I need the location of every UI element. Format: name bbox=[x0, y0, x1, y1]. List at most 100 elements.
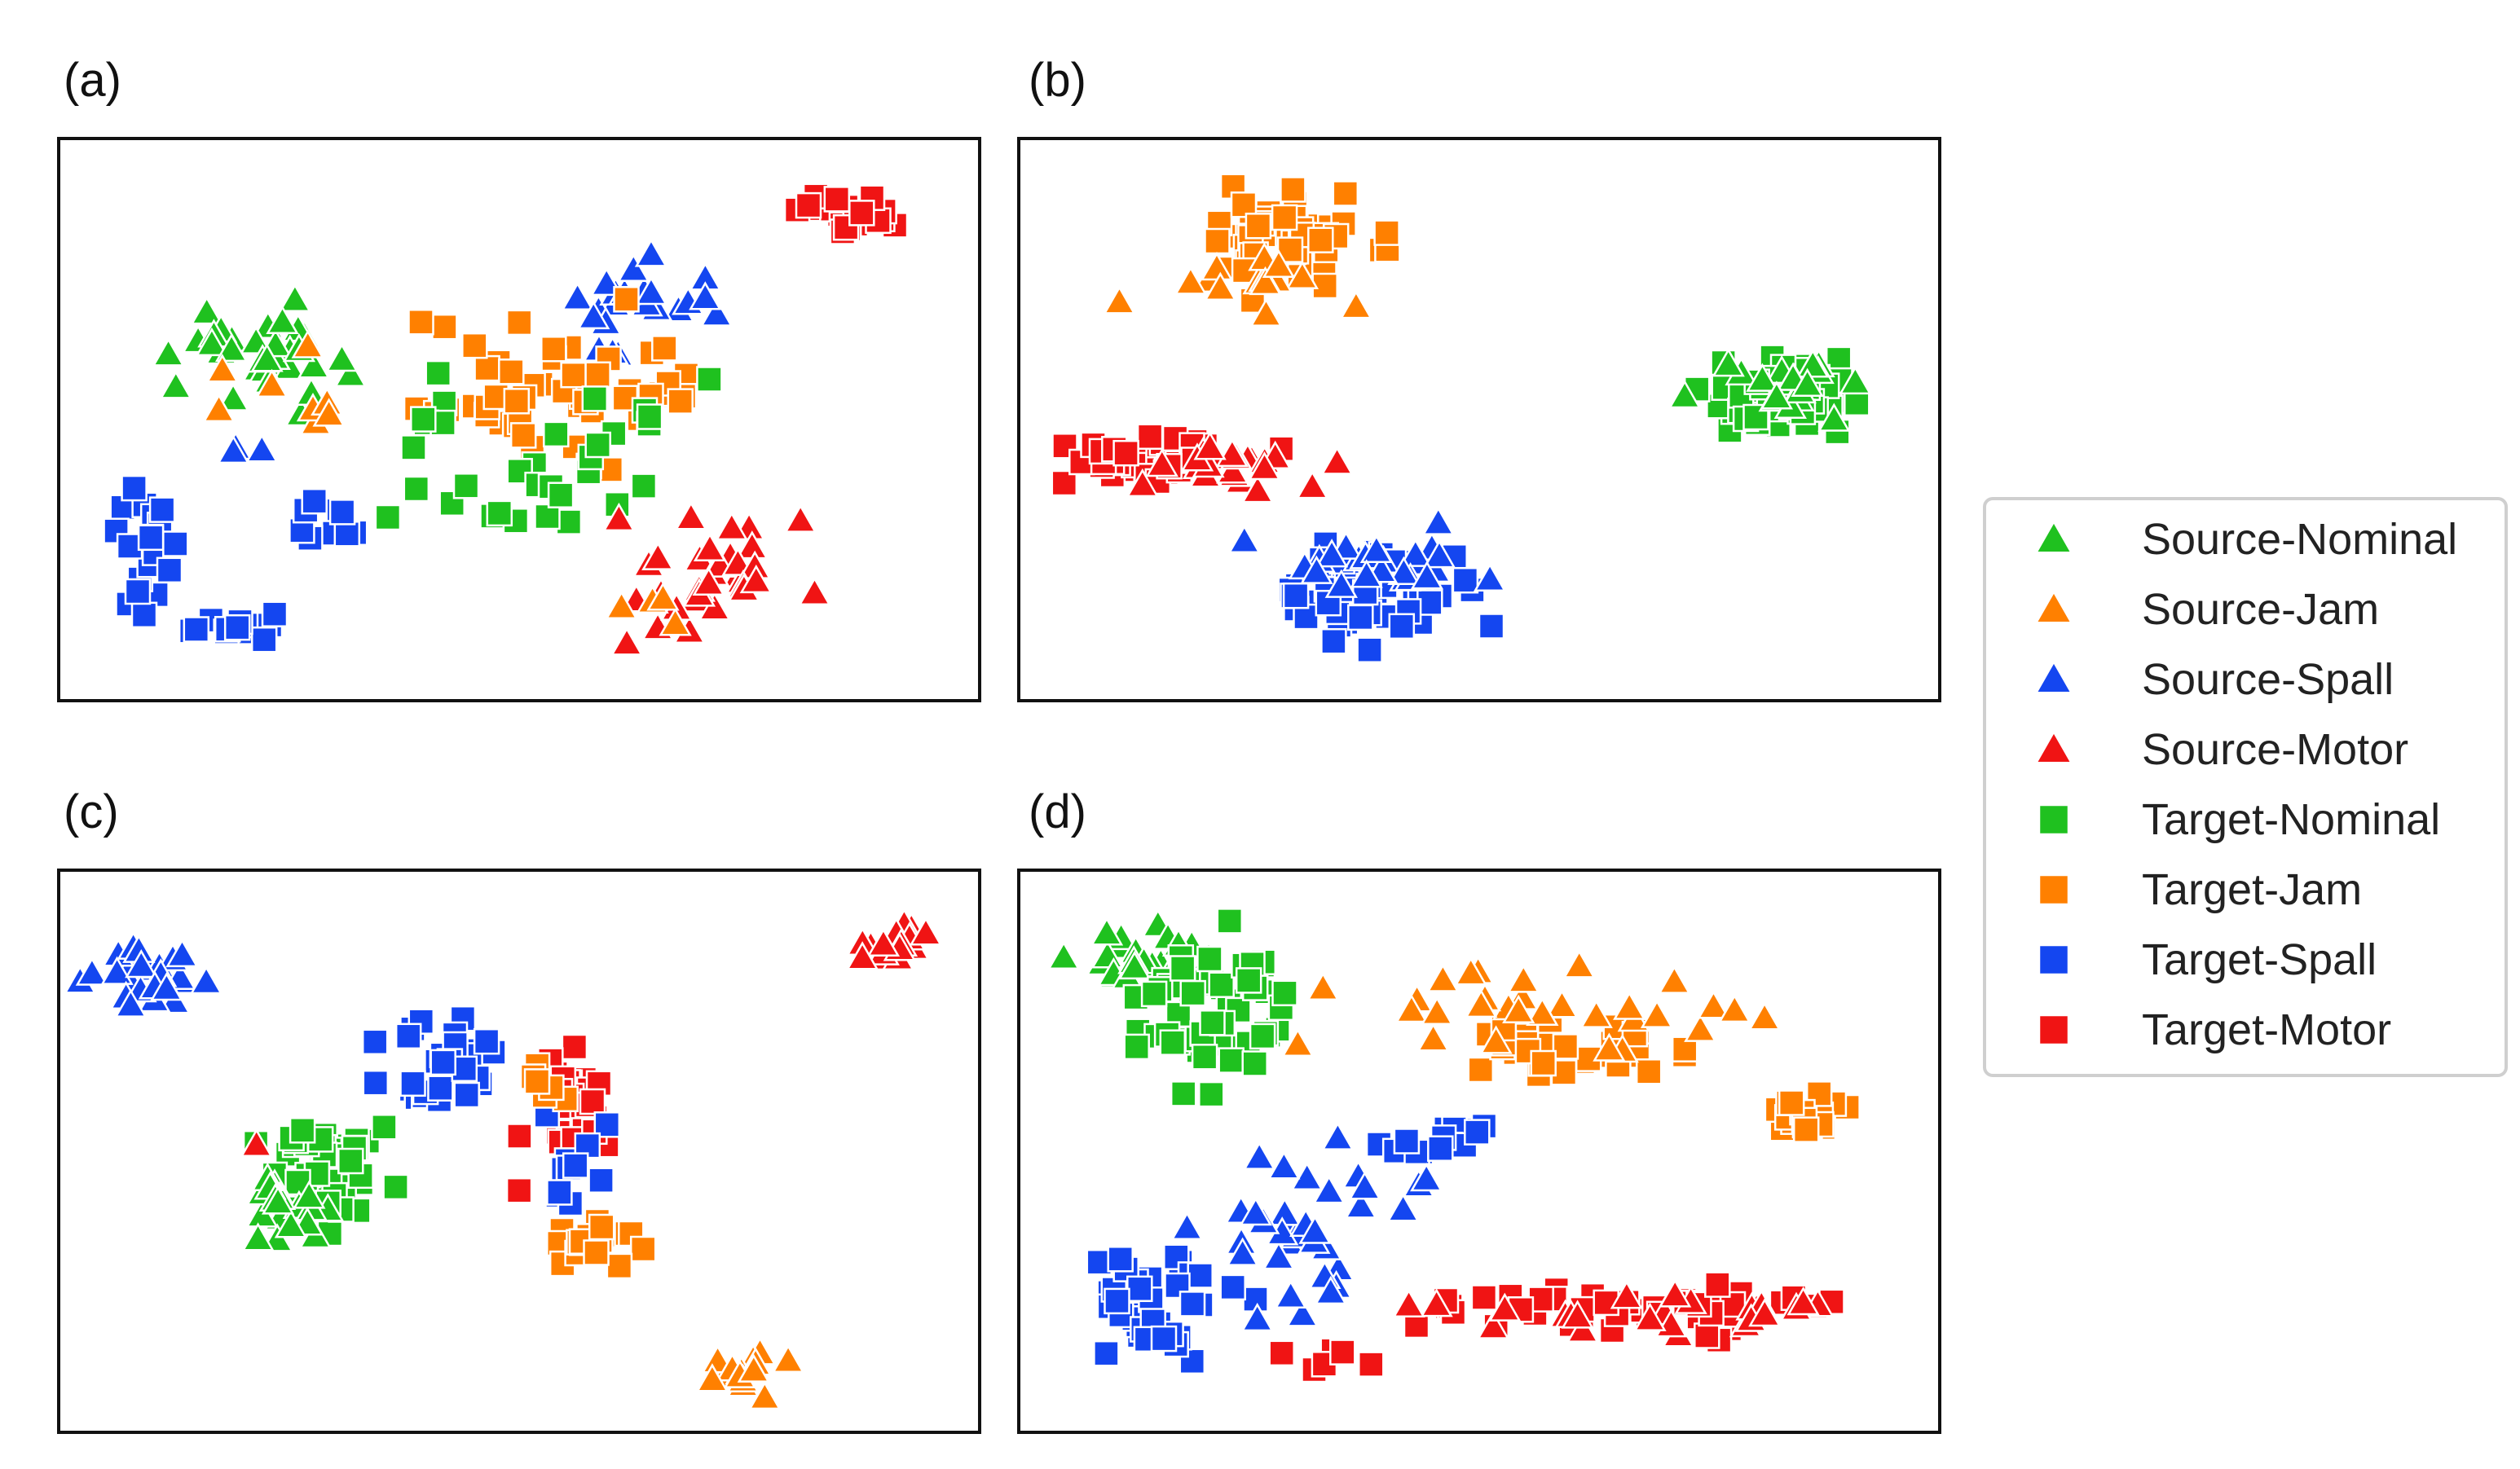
point-target-spall bbox=[1093, 1339, 1120, 1367]
point-source-spall bbox=[1422, 539, 1456, 569]
point-target-jam bbox=[1332, 180, 1359, 207]
point-source-spall bbox=[577, 300, 610, 330]
point-source-nominal bbox=[333, 358, 368, 387]
point-source-spall bbox=[1410, 1162, 1443, 1192]
point-target-jam bbox=[584, 361, 611, 389]
point-source-nominal bbox=[293, 1180, 326, 1209]
point-target-spall bbox=[1187, 1262, 1214, 1289]
point-source-jam bbox=[1479, 1025, 1513, 1054]
point-source-jam bbox=[1613, 991, 1646, 1020]
point-target-jam bbox=[1280, 176, 1306, 203]
point-source-jam bbox=[1416, 1023, 1450, 1052]
point-source-motor bbox=[1566, 1313, 1600, 1343]
point-target-jam bbox=[629, 1235, 657, 1263]
point-source-jam bbox=[1249, 266, 1282, 296]
legend-marker-target-jam bbox=[2038, 873, 2070, 906]
legend-swatch-target-spall bbox=[2038, 943, 2070, 976]
point-source-spall bbox=[245, 433, 279, 463]
point-source-nominal bbox=[216, 382, 250, 411]
point-target-nominal bbox=[1170, 1080, 1197, 1107]
point-target-jam bbox=[1245, 213, 1272, 240]
point-source-motor bbox=[1296, 470, 1329, 499]
point-source-motor bbox=[739, 564, 773, 594]
legend-swatch-source-nominal bbox=[2034, 519, 2073, 554]
point-target-jam bbox=[1307, 227, 1334, 253]
point-source-spall bbox=[634, 238, 668, 267]
point-target-spall bbox=[333, 521, 361, 548]
legend-swatch-source-jam bbox=[2034, 589, 2073, 624]
point-source-motor bbox=[1786, 1286, 1820, 1316]
point-source-jam bbox=[1103, 285, 1136, 314]
point-target-jam bbox=[431, 313, 458, 341]
point-source-motor bbox=[845, 941, 879, 970]
point-source-spall bbox=[1324, 569, 1358, 598]
legend-label-source-nominal: Source-Nominal bbox=[2142, 515, 2457, 564]
point-target-nominal bbox=[543, 420, 570, 448]
point-target-jam bbox=[1271, 204, 1298, 231]
point-target-jam bbox=[505, 309, 533, 336]
point-source-motor bbox=[610, 627, 644, 656]
point-target-spall bbox=[250, 626, 278, 653]
point-source-spall bbox=[634, 275, 668, 306]
panel-a-marks bbox=[103, 183, 909, 656]
point-source-jam bbox=[255, 368, 289, 398]
point-target-spall bbox=[183, 616, 210, 643]
point-source-nominal bbox=[1712, 348, 1745, 377]
point-source-motor bbox=[1392, 1288, 1425, 1318]
point-target-jam bbox=[1635, 1058, 1663, 1085]
point-target-spall bbox=[1282, 582, 1310, 609]
point-target-nominal bbox=[636, 403, 663, 430]
point-source-spall bbox=[1348, 1171, 1381, 1200]
point-target-motor bbox=[795, 191, 822, 219]
point-target-spall bbox=[473, 1027, 500, 1055]
point-target-jam bbox=[606, 1252, 633, 1280]
point-source-motor bbox=[692, 566, 725, 596]
point-source-jam bbox=[1593, 1032, 1626, 1062]
point-target-jam bbox=[651, 335, 678, 362]
point-source-spall bbox=[1359, 534, 1394, 564]
point-source-spall bbox=[1290, 1161, 1324, 1190]
point-source-spall bbox=[1386, 1193, 1420, 1222]
legend-item-source-nominal: Source-Nominal bbox=[2034, 515, 2457, 564]
point-source-spall bbox=[1399, 538, 1432, 567]
legend-label-target-nominal: Target-Nominal bbox=[2142, 795, 2440, 844]
point-target-motor bbox=[1112, 439, 1139, 467]
point-source-jam bbox=[1658, 965, 1691, 994]
point-target-jam bbox=[474, 354, 500, 382]
legend-item-source-jam: Source-Jam bbox=[2034, 585, 2379, 634]
legend-label-target-jam: Target-Jam bbox=[2142, 865, 2362, 914]
point-source-spall bbox=[1170, 1211, 1204, 1241]
point-target-jam bbox=[667, 388, 694, 415]
point-source-spall bbox=[189, 965, 223, 995]
point-source-nominal bbox=[1117, 950, 1152, 980]
point-target-nominal bbox=[555, 508, 583, 535]
panel-b-label: (b) bbox=[1029, 54, 1086, 107]
point-source-motor bbox=[1610, 1280, 1644, 1309]
point-target-nominal bbox=[1179, 979, 1206, 1007]
point-target-spall bbox=[1388, 613, 1416, 640]
point-source-nominal bbox=[1047, 940, 1081, 970]
point-target-nominal bbox=[1140, 980, 1168, 1008]
point-target-jam bbox=[408, 309, 434, 336]
point-target-nominal bbox=[1844, 389, 1870, 417]
point-target-jam bbox=[498, 358, 525, 385]
point-target-spall bbox=[1356, 636, 1383, 663]
point-source-jam bbox=[1562, 949, 1596, 979]
point-source-spall bbox=[1344, 1190, 1377, 1219]
legend-item-source-spall: Source-Spall bbox=[2034, 655, 2394, 704]
point-target-nominal bbox=[486, 499, 513, 527]
point-source-spall bbox=[75, 957, 109, 986]
point-source-jam bbox=[1306, 971, 1340, 1001]
panel-c-frame bbox=[57, 869, 981, 1434]
point-source-spall bbox=[1262, 1241, 1296, 1270]
panel-b-marks bbox=[1051, 173, 1872, 663]
point-target-nominal bbox=[403, 475, 430, 503]
legend-swatch-source-spall bbox=[2034, 659, 2073, 694]
legend-item-source-motor: Source-Motor bbox=[2034, 725, 2408, 774]
point-source-jam bbox=[659, 607, 692, 636]
point-source-spall bbox=[1285, 1298, 1319, 1327]
point-target-spall bbox=[130, 601, 158, 629]
point-target-jam bbox=[523, 1068, 551, 1095]
point-target-motor bbox=[1329, 1339, 1356, 1366]
point-target-spall bbox=[1104, 1287, 1130, 1315]
